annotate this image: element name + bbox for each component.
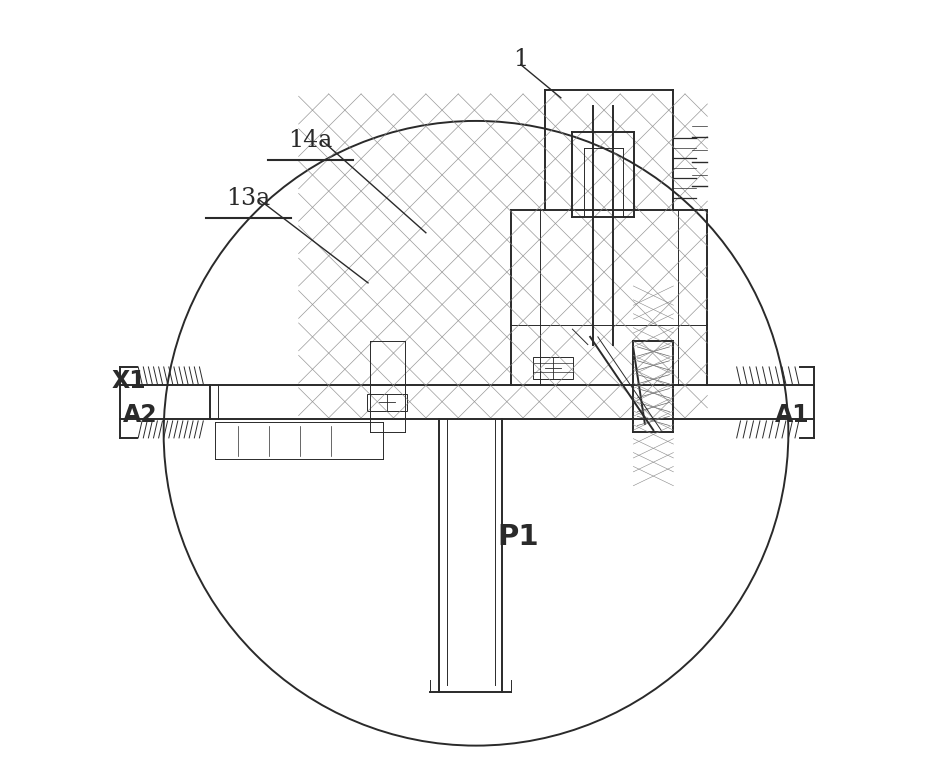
Text: 13a: 13a [227,187,270,210]
Text: X1: X1 [112,369,147,393]
Text: A1: A1 [775,402,810,426]
Text: 1: 1 [513,48,528,70]
Bar [367,394,407,411]
Text: A2: A2 [123,402,157,426]
Text: P1: P1 [498,523,539,551]
Bar [533,357,573,378]
Text: 14a: 14a [288,128,332,152]
